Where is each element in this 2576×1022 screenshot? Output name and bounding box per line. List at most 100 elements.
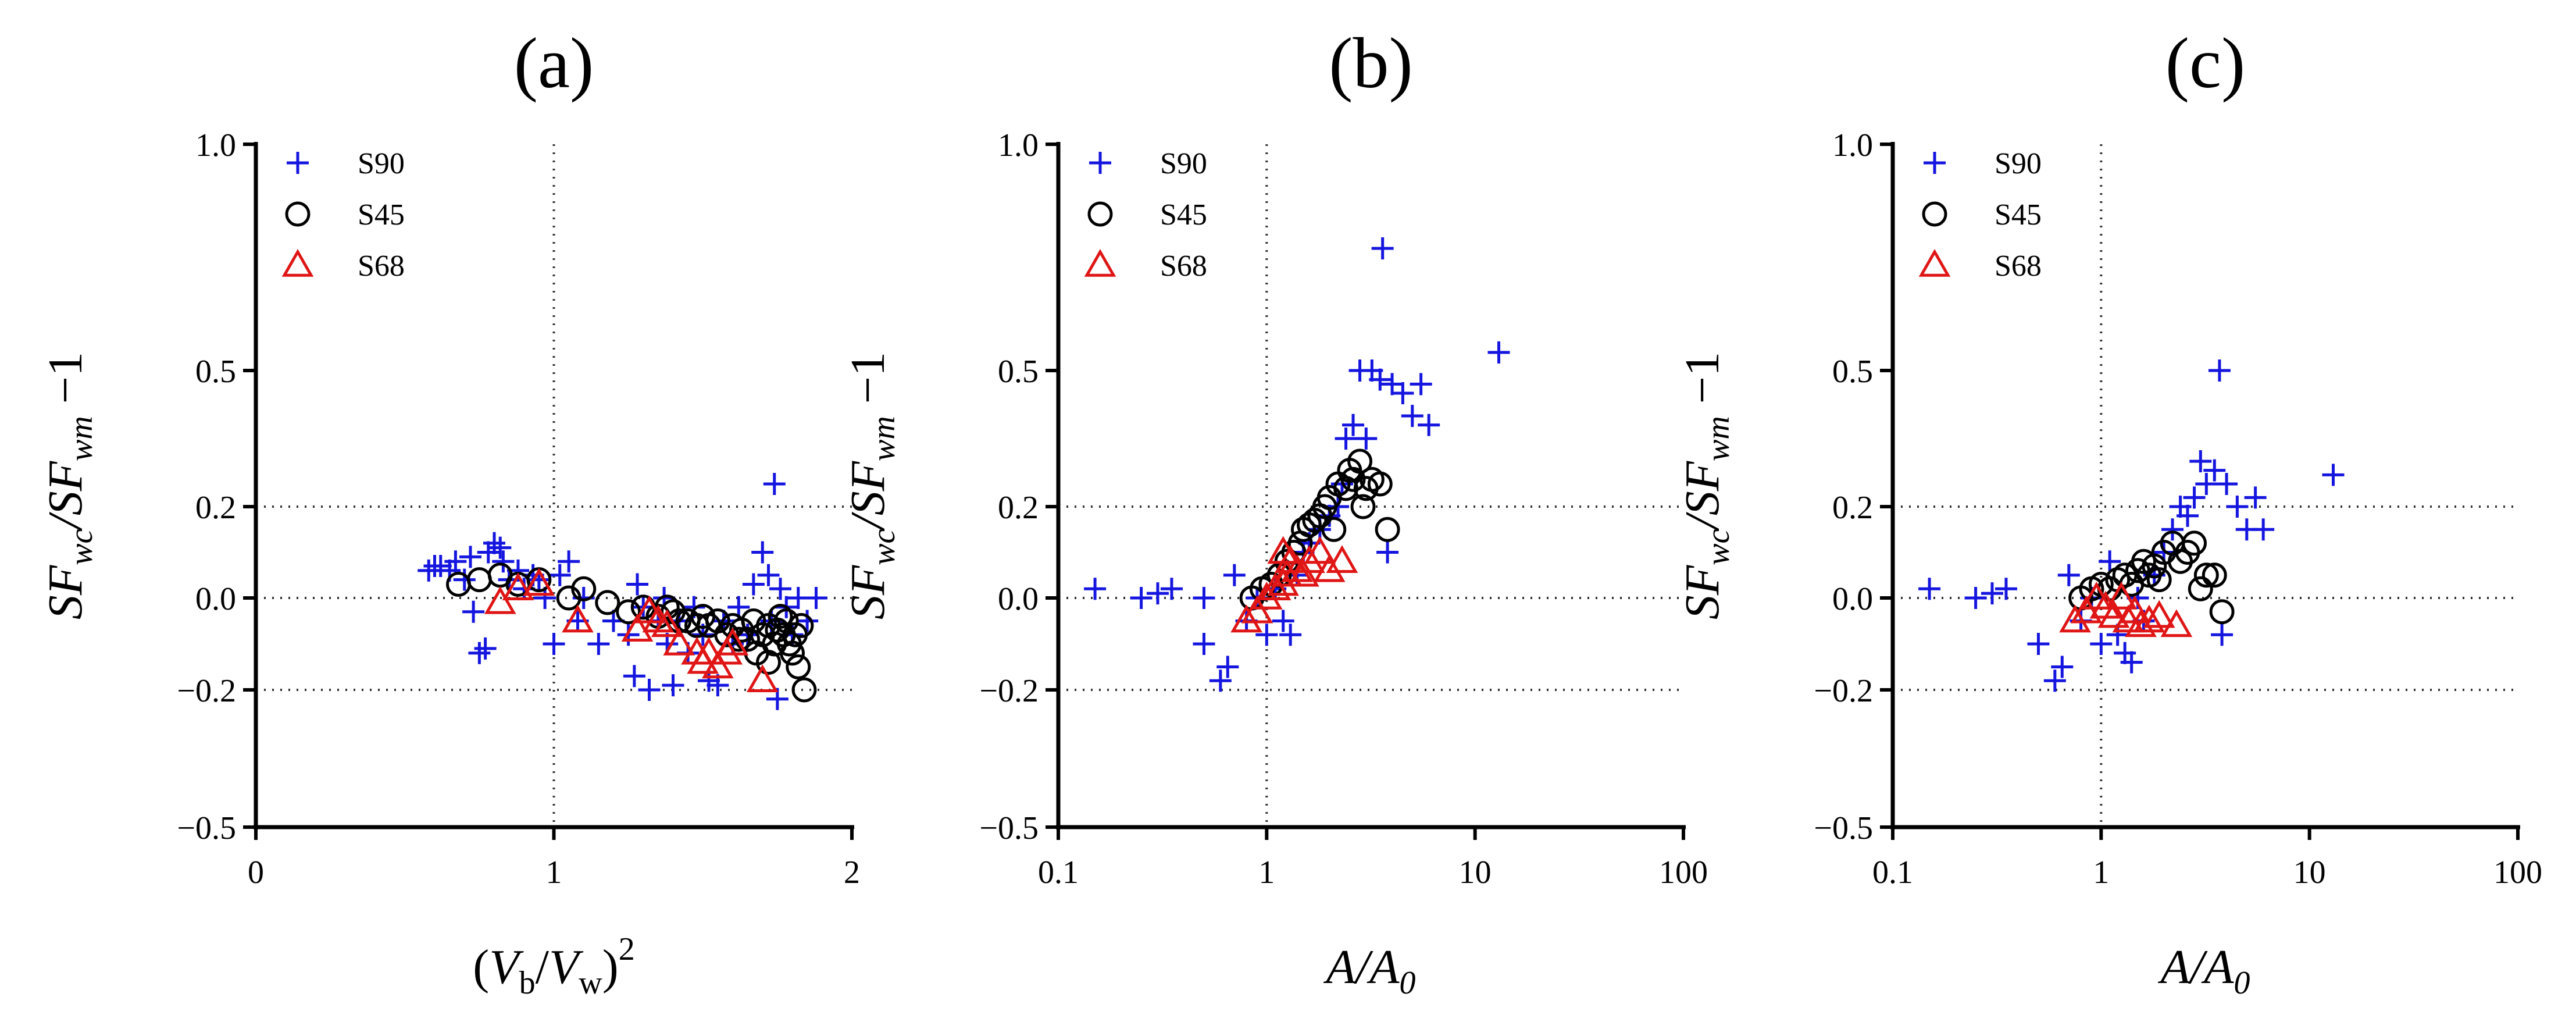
- legend-marker: [1924, 152, 1946, 174]
- data-point: [2090, 633, 2113, 655]
- x-tick-label: 100: [1659, 854, 1708, 891]
- y-tick-label: −0.5: [177, 810, 236, 846]
- chart-panel-b: (b) −0.5 −0.2 0.0 0.2 0.5 1.0 0.1 1 10 100 A/A0 SFwc…: [841, 23, 1708, 1001]
- data-point: [780, 640, 805, 666]
- legend-label: S68: [358, 250, 405, 283]
- series-S45: [446, 562, 817, 703]
- data-point: [1995, 578, 2017, 600]
- data-point: [623, 665, 645, 688]
- data-point: [2146, 567, 2172, 593]
- y-tick-label: 0.2: [195, 490, 236, 526]
- x-axis-label: A/A0: [2158, 940, 2250, 1001]
- data-point: [786, 654, 811, 679]
- x-tick-label: 1: [2093, 854, 2109, 891]
- data-point: [741, 608, 766, 633]
- x-axis-label: (Vb/Vw)2: [473, 931, 634, 1001]
- series-S68: [2059, 581, 2193, 638]
- data-point: [562, 604, 594, 633]
- data-point: [429, 555, 452, 578]
- legend-marker: [1087, 201, 1113, 227]
- data-point: [2027, 633, 2050, 655]
- data-point: [796, 610, 819, 632]
- y-tick-label: 0.0: [1832, 581, 1873, 617]
- data-point: [1964, 587, 1987, 609]
- data-point: [1375, 517, 1400, 542]
- data-point: [626, 573, 648, 596]
- data-point: [462, 600, 485, 623]
- y-tick-label: 0.5: [195, 354, 236, 390]
- data-point: [595, 590, 620, 615]
- data-point: [1146, 582, 1169, 605]
- data-point: [1487, 341, 1510, 364]
- data-point: [702, 650, 734, 679]
- data-point: [484, 586, 516, 614]
- y-axis-label-group: SFwc/SFwm −1: [841, 352, 902, 619]
- x-tick-label: 0: [248, 854, 264, 891]
- legend-label: S68: [1995, 250, 2042, 283]
- y-tick-label: −0.5: [979, 810, 1039, 846]
- legend-marker: [1089, 152, 1111, 174]
- x-tick-label: 1: [546, 854, 562, 891]
- data-point: [1371, 237, 1394, 259]
- legend-marker: [1922, 201, 1947, 227]
- data-point: [791, 677, 817, 703]
- data-point: [763, 473, 786, 495]
- series-S68: [484, 568, 779, 692]
- legend-label: S90: [1995, 147, 2042, 180]
- data-point: [1241, 595, 1273, 624]
- y-tick-label: 0.0: [998, 581, 1039, 617]
- data-point: [1313, 554, 1346, 582]
- data-point: [1350, 494, 1376, 519]
- data-point: [1259, 572, 1291, 601]
- chart-panel-a: (a) −0.5 −0.2 0.0 0.2 0.5 1.0 0 1 2 (Vb/Vw)2 SFwc/S…: [38, 23, 860, 1001]
- data-point: [1255, 624, 1278, 646]
- y-tick-label: 0.0: [195, 581, 236, 617]
- series-S68: [1230, 536, 1358, 633]
- data-point: [489, 536, 512, 559]
- data-point: [642, 604, 675, 633]
- data-point: [789, 613, 814, 638]
- data-point: [1084, 578, 1107, 600]
- y-tick-label: 0.5: [998, 354, 1039, 390]
- data-point: [2244, 486, 2267, 509]
- data-point: [2208, 359, 2231, 382]
- data-point: [2097, 600, 2130, 628]
- data-point: [1160, 578, 1183, 600]
- y-tick-label: −0.5: [1814, 810, 1873, 846]
- data-point: [1355, 428, 1378, 450]
- data-point: [2211, 624, 2234, 646]
- data-point: [2203, 459, 2226, 482]
- data-point: [1293, 545, 1325, 573]
- data-point: [662, 674, 684, 697]
- data-point: [571, 576, 597, 601]
- data-point: [502, 572, 534, 601]
- data-point: [2188, 576, 2213, 601]
- legend-marker: [1084, 248, 1116, 277]
- data-point: [1279, 624, 1302, 646]
- legend: S90 S45 S68: [281, 147, 405, 283]
- data-point: [1418, 414, 1440, 436]
- y-tick-label: 0.2: [1832, 490, 1873, 526]
- data-point: [453, 568, 476, 591]
- data-point: [2209, 599, 2235, 625]
- data-point: [2226, 496, 2249, 518]
- data-point: [2161, 518, 2184, 541]
- data-point: [2105, 581, 2138, 610]
- data-point: [2160, 609, 2193, 638]
- panel-title: (b): [1329, 23, 1413, 103]
- legend-marker: [281, 248, 314, 277]
- data-point: [1271, 558, 1303, 587]
- legend-label: S45: [1995, 198, 2042, 232]
- series-S45: [2068, 530, 2235, 625]
- data-point: [621, 614, 654, 642]
- data-point: [742, 573, 765, 596]
- legend: S90 S45 S68: [1084, 147, 1207, 283]
- y-axis-label: SFwc/SFwm −1: [1675, 352, 1736, 619]
- data-point: [543, 633, 565, 655]
- data-point: [1326, 545, 1358, 573]
- data-point: [2099, 550, 2121, 573]
- y-axis-label-group: SFwc/SFwm −1: [38, 352, 99, 619]
- data-point: [616, 599, 641, 625]
